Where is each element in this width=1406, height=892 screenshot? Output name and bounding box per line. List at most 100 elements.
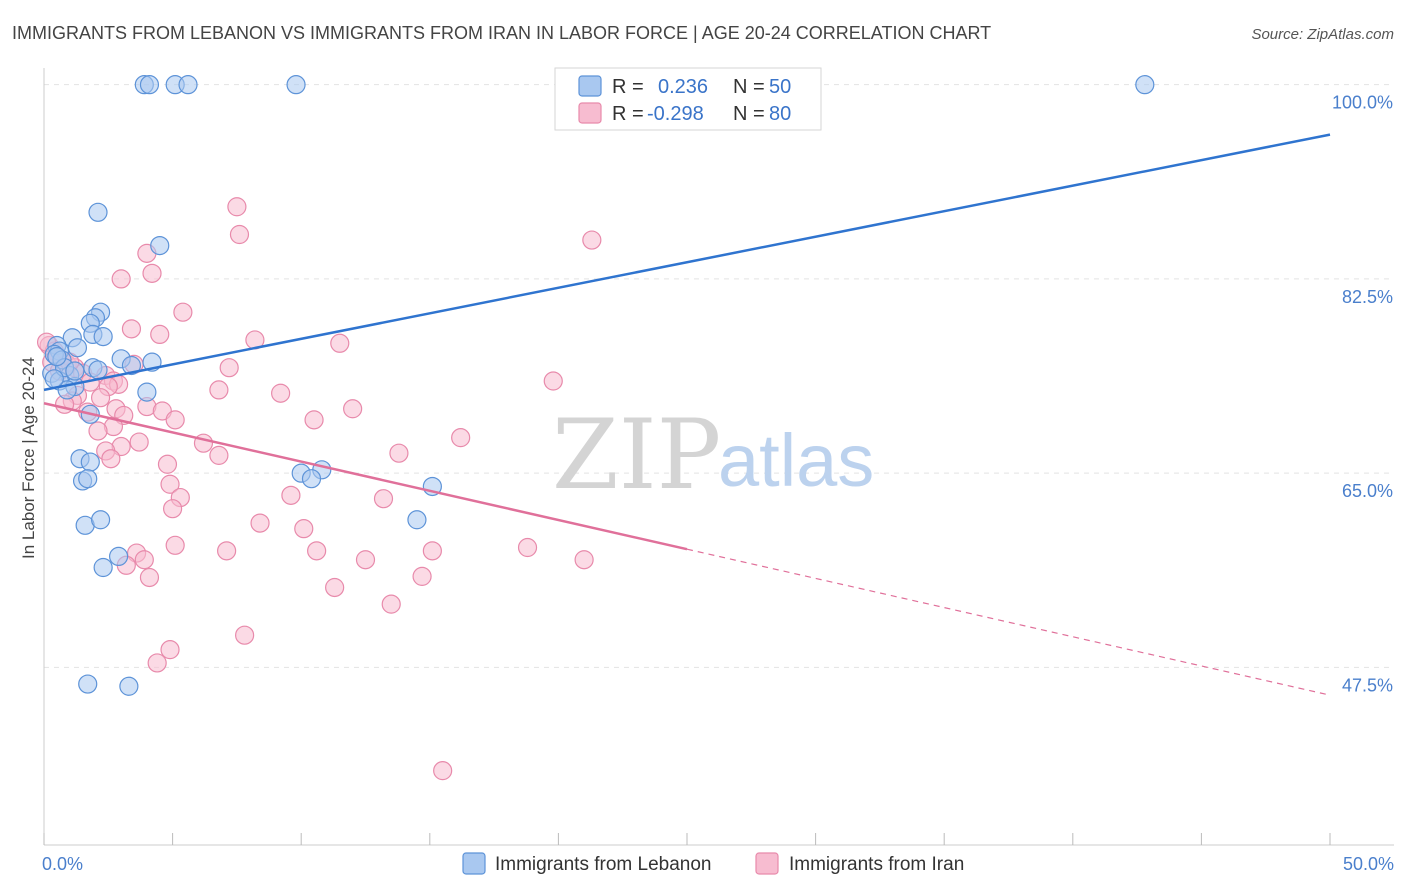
source-label: Source: ZipAtlas.com: [1251, 26, 1394, 43]
legend-n-label-iran: N =: [733, 103, 765, 125]
lebanon-point: [139, 75, 160, 95]
iran-point: [121, 319, 142, 339]
lebanon-point: [137, 382, 157, 402]
y-tick-label: 65.0%: [1342, 481, 1393, 501]
lebanon-point: [47, 347, 67, 367]
iran-point: [139, 567, 160, 588]
chart-title: IMMIGRANTS FROM LEBANON VS IMMIGRANTS FR…: [12, 23, 991, 43]
iran-point: [209, 380, 229, 400]
series-legend: Immigrants from Lebanon Immigrants from …: [462, 852, 964, 875]
iran-point: [165, 410, 185, 430]
iran-point: [227, 197, 247, 217]
iran-point: [294, 519, 314, 539]
lebanon-point: [78, 469, 98, 489]
x-tick-label-max: 50.0%: [1343, 854, 1394, 874]
lebanon-point: [301, 469, 322, 489]
lebanon-point: [108, 546, 129, 567]
iran-point: [543, 371, 563, 391]
watermark-zip: ZIP: [552, 399, 721, 511]
lebanon-point: [1135, 75, 1155, 95]
iran-point: [271, 383, 291, 403]
iran-point: [433, 761, 453, 781]
iran-point: [142, 263, 162, 283]
iran-point: [173, 302, 193, 322]
legend-n-value-iran: 80: [769, 103, 791, 125]
axes: [43, 68, 1394, 846]
lebanon-point: [93, 557, 113, 578]
iran-point: [165, 535, 185, 555]
series-lebanon-points: [42, 75, 1155, 696]
iran-point: [250, 513, 270, 533]
lebanon-point: [178, 75, 198, 95]
lebanon-trend-line: [43, 133, 1331, 392]
legend-n-value-lebanon: 50: [769, 76, 791, 98]
iran-point: [129, 432, 149, 452]
iran-point: [160, 474, 180, 494]
iran-point: [235, 625, 255, 645]
y-tick-labels: 47.5% 65.0% 82.5% 100.0%: [1332, 93, 1393, 696]
iran-point: [163, 499, 183, 519]
legend-swatch-lebanon: [578, 75, 602, 97]
lebanon-point: [67, 338, 88, 358]
y-axis-label: In Labor Force | Age 20-24: [19, 357, 38, 559]
lebanon-point: [407, 510, 427, 530]
iran-point: [160, 640, 180, 660]
iran-point: [330, 333, 350, 353]
iran-point: [88, 421, 108, 441]
legend-r-label-lebanon: R =: [612, 76, 644, 98]
x-tick-marks: [43, 833, 1331, 845]
iran-point: [381, 594, 401, 614]
watermark-atlas: atlas: [718, 419, 874, 502]
iran-point: [147, 653, 167, 673]
iran-point: [582, 230, 602, 250]
legend-r-value-iran: -0.298: [647, 103, 704, 125]
x-tick-label-min: 0.0%: [42, 854, 83, 874]
lebanon-point: [65, 361, 85, 381]
legend: R = 0.236 N = 50 R = -0.298 N = 80: [554, 67, 822, 131]
iran-point: [451, 428, 471, 448]
iran-point: [422, 541, 442, 561]
y-tick-label: 47.5%: [1342, 675, 1393, 695]
series-legend-swatch-iran: [755, 852, 779, 875]
series-legend-label-iran: Immigrants from Iran: [789, 854, 964, 875]
lebanon-point: [286, 75, 306, 95]
lebanon-point: [93, 327, 113, 347]
series-legend-label-lebanon: Immigrants from Lebanon: [495, 854, 712, 875]
iran-trend-line-extension: [686, 548, 1331, 696]
trend-lines: [43, 133, 1331, 696]
iran-point: [209, 445, 229, 465]
iran-point: [217, 541, 237, 561]
iran-point: [307, 541, 327, 561]
lebanon-point: [119, 676, 139, 696]
legend-r-value-lebanon: 0.236: [658, 76, 708, 98]
watermark: ZIP atlas: [552, 399, 874, 511]
iran-point: [134, 550, 154, 570]
iran-point: [150, 324, 170, 344]
iran-point: [574, 550, 594, 570]
iran-point: [111, 269, 131, 289]
iran-point: [304, 410, 324, 430]
iran-point: [389, 443, 409, 463]
iran-point: [157, 454, 178, 474]
iran-point: [373, 489, 394, 509]
iran-point: [101, 449, 121, 469]
legend-n-label-lebanon: N =: [733, 76, 765, 98]
lebanon-point: [121, 355, 142, 376]
iran-point: [281, 485, 301, 505]
lebanon-point: [80, 452, 100, 472]
lebanon-point: [150, 236, 170, 256]
series-legend-swatch-lebanon: [462, 852, 486, 875]
legend-swatch-iran: [578, 102, 602, 124]
iran-point: [355, 550, 376, 570]
iran-point: [517, 537, 538, 558]
lebanon-point: [90, 510, 111, 530]
iran-point: [90, 388, 111, 408]
iran-point: [412, 566, 432, 586]
lebanon-point: [88, 202, 108, 222]
iran-point: [325, 577, 345, 598]
y-tick-label: 82.5%: [1342, 287, 1393, 307]
lebanon-point: [78, 674, 98, 694]
iran-point: [229, 224, 250, 245]
iran-point: [219, 358, 239, 378]
